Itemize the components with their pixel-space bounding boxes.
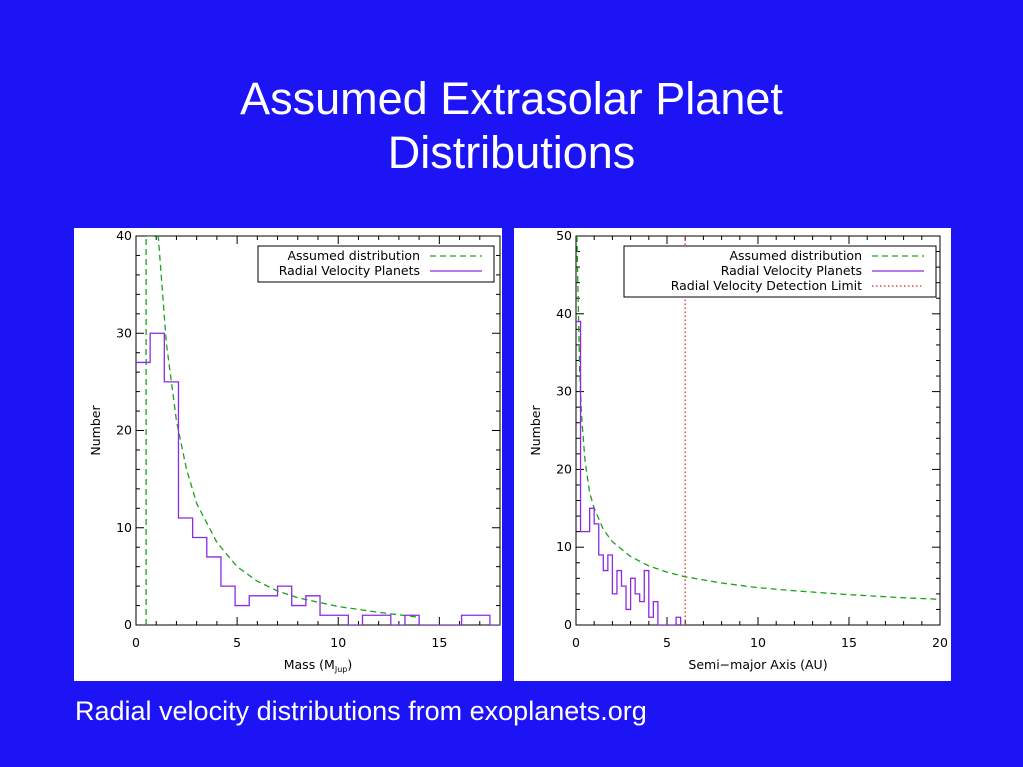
y-tick-label: 10 — [116, 520, 132, 535]
assumed-distribution-line — [576, 236, 940, 600]
y-tick-label: 10 — [556, 539, 572, 554]
histogram-series — [576, 320, 686, 625]
slide-title: Assumed Extrasolar Planet Distributions — [0, 72, 1023, 180]
y-axis-label: Number — [88, 405, 103, 456]
legend-entry-label: Radial Velocity Detection Limit — [671, 278, 862, 293]
series-layer — [576, 236, 940, 625]
x-axis-label: Semi−major Axis (AU) — [688, 657, 827, 672]
plot-frame — [135, 235, 501, 626]
slide-caption: Radial velocity distributions from exopl… — [75, 696, 647, 726]
y-tick-label: 30 — [116, 325, 132, 340]
mass-histogram-svg: 0 5 10 15 0 10 20 30 40 Mass (MJup) Number Assumed … — [88, 228, 501, 674]
y-tick-label: 0 — [124, 617, 132, 632]
x-axis-label: Mass (MJup) — [284, 657, 353, 674]
legend-entry-label: Radial Velocity Planets — [279, 263, 420, 278]
y-tick-label: 40 — [556, 306, 572, 321]
x-tick-label: 5 — [663, 635, 671, 650]
x-axis-label-end: ) — [347, 657, 352, 672]
x-tick-label: 0 — [132, 635, 140, 650]
x-axis-label-sub: Jup — [334, 665, 348, 674]
legend-box — [257, 245, 495, 283]
x-tick-label: 10 — [750, 635, 766, 650]
legend-entry-label: Assumed distribution — [729, 248, 862, 263]
y-tick-label: 0 — [564, 617, 572, 632]
y-tick-label: 50 — [556, 228, 572, 243]
x-tick-label: 0 — [572, 635, 580, 650]
legend-entry-label: Radial Velocity Planets — [721, 263, 862, 278]
x-tick-label: 15 — [841, 635, 857, 650]
histogram-series — [136, 332, 500, 625]
x-axis-label-main: Mass (M — [284, 657, 335, 672]
mass-distribution-chart: 0 5 10 15 0 10 20 30 40 Mass (MJup) Number Assumed … — [74, 228, 502, 681]
x-tick-label: 20 — [932, 635, 948, 650]
x-tick-label: 15 — [431, 635, 447, 650]
x-tick-label: 10 — [330, 635, 346, 650]
slide-title-line1: Assumed Extrasolar Planet — [240, 73, 783, 124]
slide-title-line2: Distributions — [387, 127, 636, 178]
series-layer — [136, 236, 500, 625]
y-tick-label: 20 — [556, 461, 572, 476]
legend-entry-label: Assumed distribution — [287, 248, 420, 263]
x-axis-label-main: Semi−major Axis (AU) — [688, 657, 827, 672]
semimajor-axis-distribution-chart: 0 5 10 15 20 0 10 20 30 40 50 Semi−major Axis (AU) N… — [514, 228, 951, 681]
x-tick-label: 5 — [233, 635, 241, 650]
y-tick-label: 20 — [116, 423, 132, 438]
y-axis-label: Number — [528, 405, 543, 456]
y-tick-label: 40 — [116, 228, 132, 243]
semimajor-axis-histogram-svg: 0 5 10 15 20 0 10 20 30 40 50 Semi−major Axis (AU) N… — [528, 228, 948, 672]
assumed-distribution-line — [145, 236, 420, 625]
y-tick-label: 30 — [556, 384, 572, 399]
